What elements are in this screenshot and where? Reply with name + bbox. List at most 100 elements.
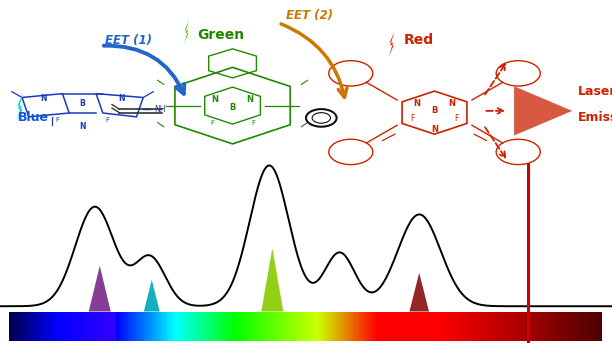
Bar [130,312,131,341]
Bar [34,312,35,341]
Bar [441,312,442,341]
Bar [28,312,29,341]
Bar [198,312,199,341]
Bar [258,312,259,341]
Bar [353,312,354,341]
Bar [150,312,151,341]
Bar [91,312,92,341]
Bar [508,312,509,341]
Bar [433,312,434,341]
Bar [430,312,431,341]
Bar [566,312,567,341]
Bar [119,312,120,341]
Bar [50,312,51,341]
Text: NH: NH [154,105,166,114]
Bar [237,312,239,341]
Bar [558,312,559,341]
Bar [341,312,343,341]
Bar [364,312,365,341]
Bar [313,312,314,341]
Bar [59,312,61,341]
Bar [96,312,97,341]
Bar [377,312,378,341]
Bar [83,312,84,341]
Bar [103,312,104,341]
Bar [314,312,315,341]
Bar [208,312,209,341]
Bar [394,312,395,341]
Bar [423,312,424,341]
Bar [98,312,99,341]
Bar [479,312,480,341]
Bar [126,312,127,341]
Bar [422,312,423,341]
Polygon shape [409,273,429,312]
Bar [274,312,275,341]
Bar [158,312,159,341]
Bar [217,312,218,341]
Bar [418,312,419,341]
Bar [283,312,284,341]
Bar [498,312,499,341]
Bar [531,312,532,341]
Bar [571,312,572,341]
Bar [46,312,47,341]
Bar [86,312,88,341]
Bar [333,312,334,341]
Text: EET (2): EET (2) [286,10,332,22]
Bar [532,312,534,341]
Bar [212,312,213,341]
Bar [381,312,382,341]
Text: N: N [212,95,218,104]
Bar [299,312,300,341]
Text: Green: Green [196,28,244,42]
Bar [425,312,426,341]
Bar [372,312,373,341]
Bar [216,312,217,341]
Bar [70,312,72,341]
Bar [255,312,256,341]
Bar [536,312,537,341]
Bar [597,312,598,341]
Bar [324,312,325,341]
Bar [465,312,466,341]
Bar [563,312,564,341]
Bar [225,312,226,341]
Bar [345,312,346,341]
Bar [484,312,485,341]
Bar [128,312,129,341]
Bar [547,312,548,341]
Text: EET (1): EET (1) [105,34,152,47]
Bar [404,312,405,341]
Bar [488,312,489,341]
Bar [263,312,264,341]
Bar [387,312,388,341]
Bar [322,312,323,341]
Bar [520,312,521,341]
Bar [54,312,56,341]
Bar [502,312,503,341]
Bar [94,312,95,341]
Bar [354,312,356,341]
Bar [287,312,288,341]
Bar [253,312,255,341]
Bar [92,312,93,341]
Bar [595,312,596,341]
Bar [396,312,397,341]
Bar [56,312,57,341]
Bar [75,312,76,341]
Bar [528,312,529,341]
Text: Red: Red [404,33,435,48]
Bar [304,312,305,341]
Bar [282,312,283,341]
Bar [294,312,295,341]
Bar [444,312,446,341]
Bar [323,312,324,341]
Text: N: N [118,94,125,103]
Bar [224,312,225,341]
Bar [207,312,208,341]
Bar [594,312,595,341]
Bar [593,312,594,341]
Bar [329,312,330,341]
Bar [149,312,150,341]
